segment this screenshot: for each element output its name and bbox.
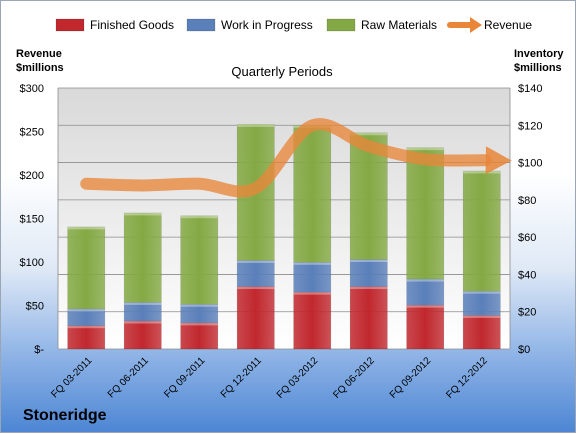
bar-top-highlight: [463, 170, 501, 174]
bar-raw-materials: [406, 147, 445, 280]
category-label: FQ 12-2012: [444, 355, 490, 401]
right-axis-title: Inventory: [514, 48, 564, 60]
bar-work-in-progress: [236, 260, 275, 287]
bar-finished-goods: [349, 286, 388, 350]
bar-top-highlight: [463, 291, 501, 294]
inventory-tick-label: $40: [518, 269, 536, 281]
revenue-tick-label: $300: [20, 83, 44, 95]
category-label: FQ 03-2012: [275, 355, 321, 401]
inventory-tick-label: $100: [518, 158, 542, 170]
bar-finished-goods: [123, 320, 162, 350]
legend-label: Raw Materials: [361, 18, 437, 32]
bar-work-in-progress: [123, 302, 162, 322]
bar-raw-materials: [462, 170, 501, 292]
bar-top-highlight: [350, 286, 388, 290]
bar-raw-materials: [67, 226, 106, 310]
legend-label: Finished Goods: [90, 18, 174, 32]
bar-finished-goods: [67, 325, 106, 350]
category-label: FQ 06-2011: [106, 355, 151, 400]
bar-finished-goods: [406, 304, 445, 350]
inventory-tick-label: $120: [518, 120, 542, 132]
bar-top-highlight: [350, 132, 388, 136]
bar-finished-goods: [236, 286, 275, 350]
bar-work-in-progress: [349, 259, 388, 287]
bar-finished-goods: [293, 291, 332, 350]
bar-raw-materials: [180, 215, 219, 305]
bar-top-highlight: [406, 305, 444, 308]
bar-top-highlight: [406, 279, 444, 282]
revenue-tick-label: $150: [20, 214, 44, 226]
category-label: FQ 06-2012: [331, 355, 377, 401]
revenue-tick-label: $250: [20, 127, 44, 139]
legend-swatch-1: [186, 18, 216, 32]
company-name: Stoneridge: [23, 407, 107, 424]
bar-finished-goods: [180, 322, 219, 350]
bar-top-highlight: [463, 315, 501, 318]
revenue-line: [80, 118, 492, 198]
bar-top-highlight: [293, 262, 331, 265]
bar-top-highlight: [180, 304, 218, 307]
category-label: FQ 09-2011: [162, 355, 207, 400]
category-label: FQ 03-2011: [49, 355, 94, 400]
revenue-line-arrowhead: [485, 146, 512, 175]
legend-swatch-2: [326, 18, 356, 32]
revenue-tick-label: $200: [20, 170, 44, 182]
bar-top-highlight: [124, 321, 162, 324]
bar-work-in-progress: [406, 278, 445, 306]
bar-top-highlight: [180, 322, 218, 326]
bar-top-highlight: [406, 147, 444, 151]
bar-top-highlight: [124, 212, 162, 216]
bar-raw-materials: [293, 125, 332, 263]
revenue-tick-label: $-: [34, 344, 44, 356]
legend-swatch-0: [55, 18, 85, 32]
bar-top-highlight: [180, 215, 218, 219]
category-label: FQ 12-2011: [219, 355, 264, 400]
bar-raw-materials: [123, 212, 162, 303]
bar-top-highlight: [293, 292, 331, 295]
chart-title: Quarterly Periods: [231, 64, 333, 79]
bar-work-in-progress: [293, 262, 332, 293]
right-axis-title: $millions: [514, 62, 562, 74]
bar-top-highlight: [237, 124, 275, 127]
inventory-tick-label: $60: [518, 232, 536, 244]
left-axis-title: Revenue: [16, 48, 62, 60]
bar-work-in-progress: [180, 304, 219, 324]
bar-top-highlight: [67, 308, 105, 312]
revenue-tick-label: $100: [20, 257, 44, 269]
inventory-tick-label: $80: [518, 195, 536, 207]
inventory-tick-label: $140: [518, 83, 542, 95]
bar-top-highlight: [237, 260, 275, 263]
bar-work-in-progress: [462, 290, 501, 316]
left-axis-title: $millions: [16, 62, 64, 74]
category-label: FQ 09-2012: [388, 355, 434, 401]
bar-work-in-progress: [67, 308, 106, 326]
bar-finished-goods: [462, 315, 501, 350]
bar-top-highlight: [237, 286, 275, 290]
bar-top-highlight: [67, 325, 105, 329]
inventory-tick-label: $0: [518, 344, 530, 356]
bar-top-highlight: [350, 259, 388, 263]
legend-label: Revenue: [484, 18, 532, 32]
revenue-tick-label: $50: [26, 301, 44, 313]
legend-swatch-arrow: [470, 17, 482, 33]
legend-label: Work in Progress: [221, 18, 313, 32]
bar-top-highlight: [124, 302, 162, 305]
inventory-tick-label: $20: [518, 307, 536, 319]
bar-top-highlight: [67, 226, 105, 230]
